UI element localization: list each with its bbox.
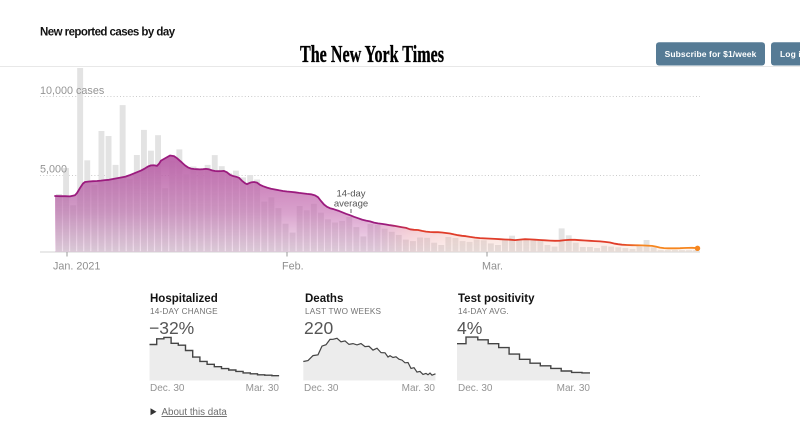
svg-text:Hospitalized: Hospitalized bbox=[150, 293, 218, 305]
svg-text:14-day: 14-day bbox=[336, 189, 365, 200]
svg-text:Deaths: Deaths bbox=[305, 293, 343, 305]
svg-text:10,000 cases: 10,000 cases bbox=[40, 85, 105, 97]
svg-text:5,000: 5,000 bbox=[40, 164, 67, 176]
svg-text:average: average bbox=[334, 199, 368, 210]
svg-text:14-DAY CHANGE: 14-DAY CHANGE bbox=[150, 307, 218, 316]
svg-text:Mar. 30: Mar. 30 bbox=[246, 383, 280, 394]
svg-text:Mar. 30: Mar. 30 bbox=[402, 383, 436, 394]
svg-text:The New York Times: The New York Times bbox=[300, 42, 444, 68]
svg-text:Dec. 30: Dec. 30 bbox=[150, 383, 185, 394]
svg-text:Dec. 30: Dec. 30 bbox=[458, 383, 493, 394]
svg-text:220: 220 bbox=[304, 318, 333, 338]
svg-text:Log in: Log in bbox=[780, 49, 800, 59]
svg-text:About this data: About this data bbox=[162, 407, 228, 418]
svg-text:Jan. 2021: Jan. 2021 bbox=[53, 261, 100, 273]
svg-text:Feb.: Feb. bbox=[282, 261, 304, 273]
svg-text:Mar.: Mar. bbox=[482, 261, 503, 273]
svg-text:LAST TWO WEEKS: LAST TWO WEEKS bbox=[305, 307, 382, 316]
svg-text:Subscribe for $1/week: Subscribe for $1/week bbox=[665, 49, 757, 59]
svg-text:14-DAY AVG.: 14-DAY AVG. bbox=[458, 307, 509, 316]
svg-text:4%: 4% bbox=[457, 318, 482, 338]
svg-text:Dec. 30: Dec. 30 bbox=[304, 383, 339, 394]
svg-text:New reported cases by day: New reported cases by day bbox=[40, 27, 176, 39]
svg-text:−32%: −32% bbox=[149, 318, 194, 338]
svg-text:Mar. 30: Mar. 30 bbox=[557, 383, 591, 394]
svg-text:Test positivity: Test positivity bbox=[458, 293, 535, 305]
